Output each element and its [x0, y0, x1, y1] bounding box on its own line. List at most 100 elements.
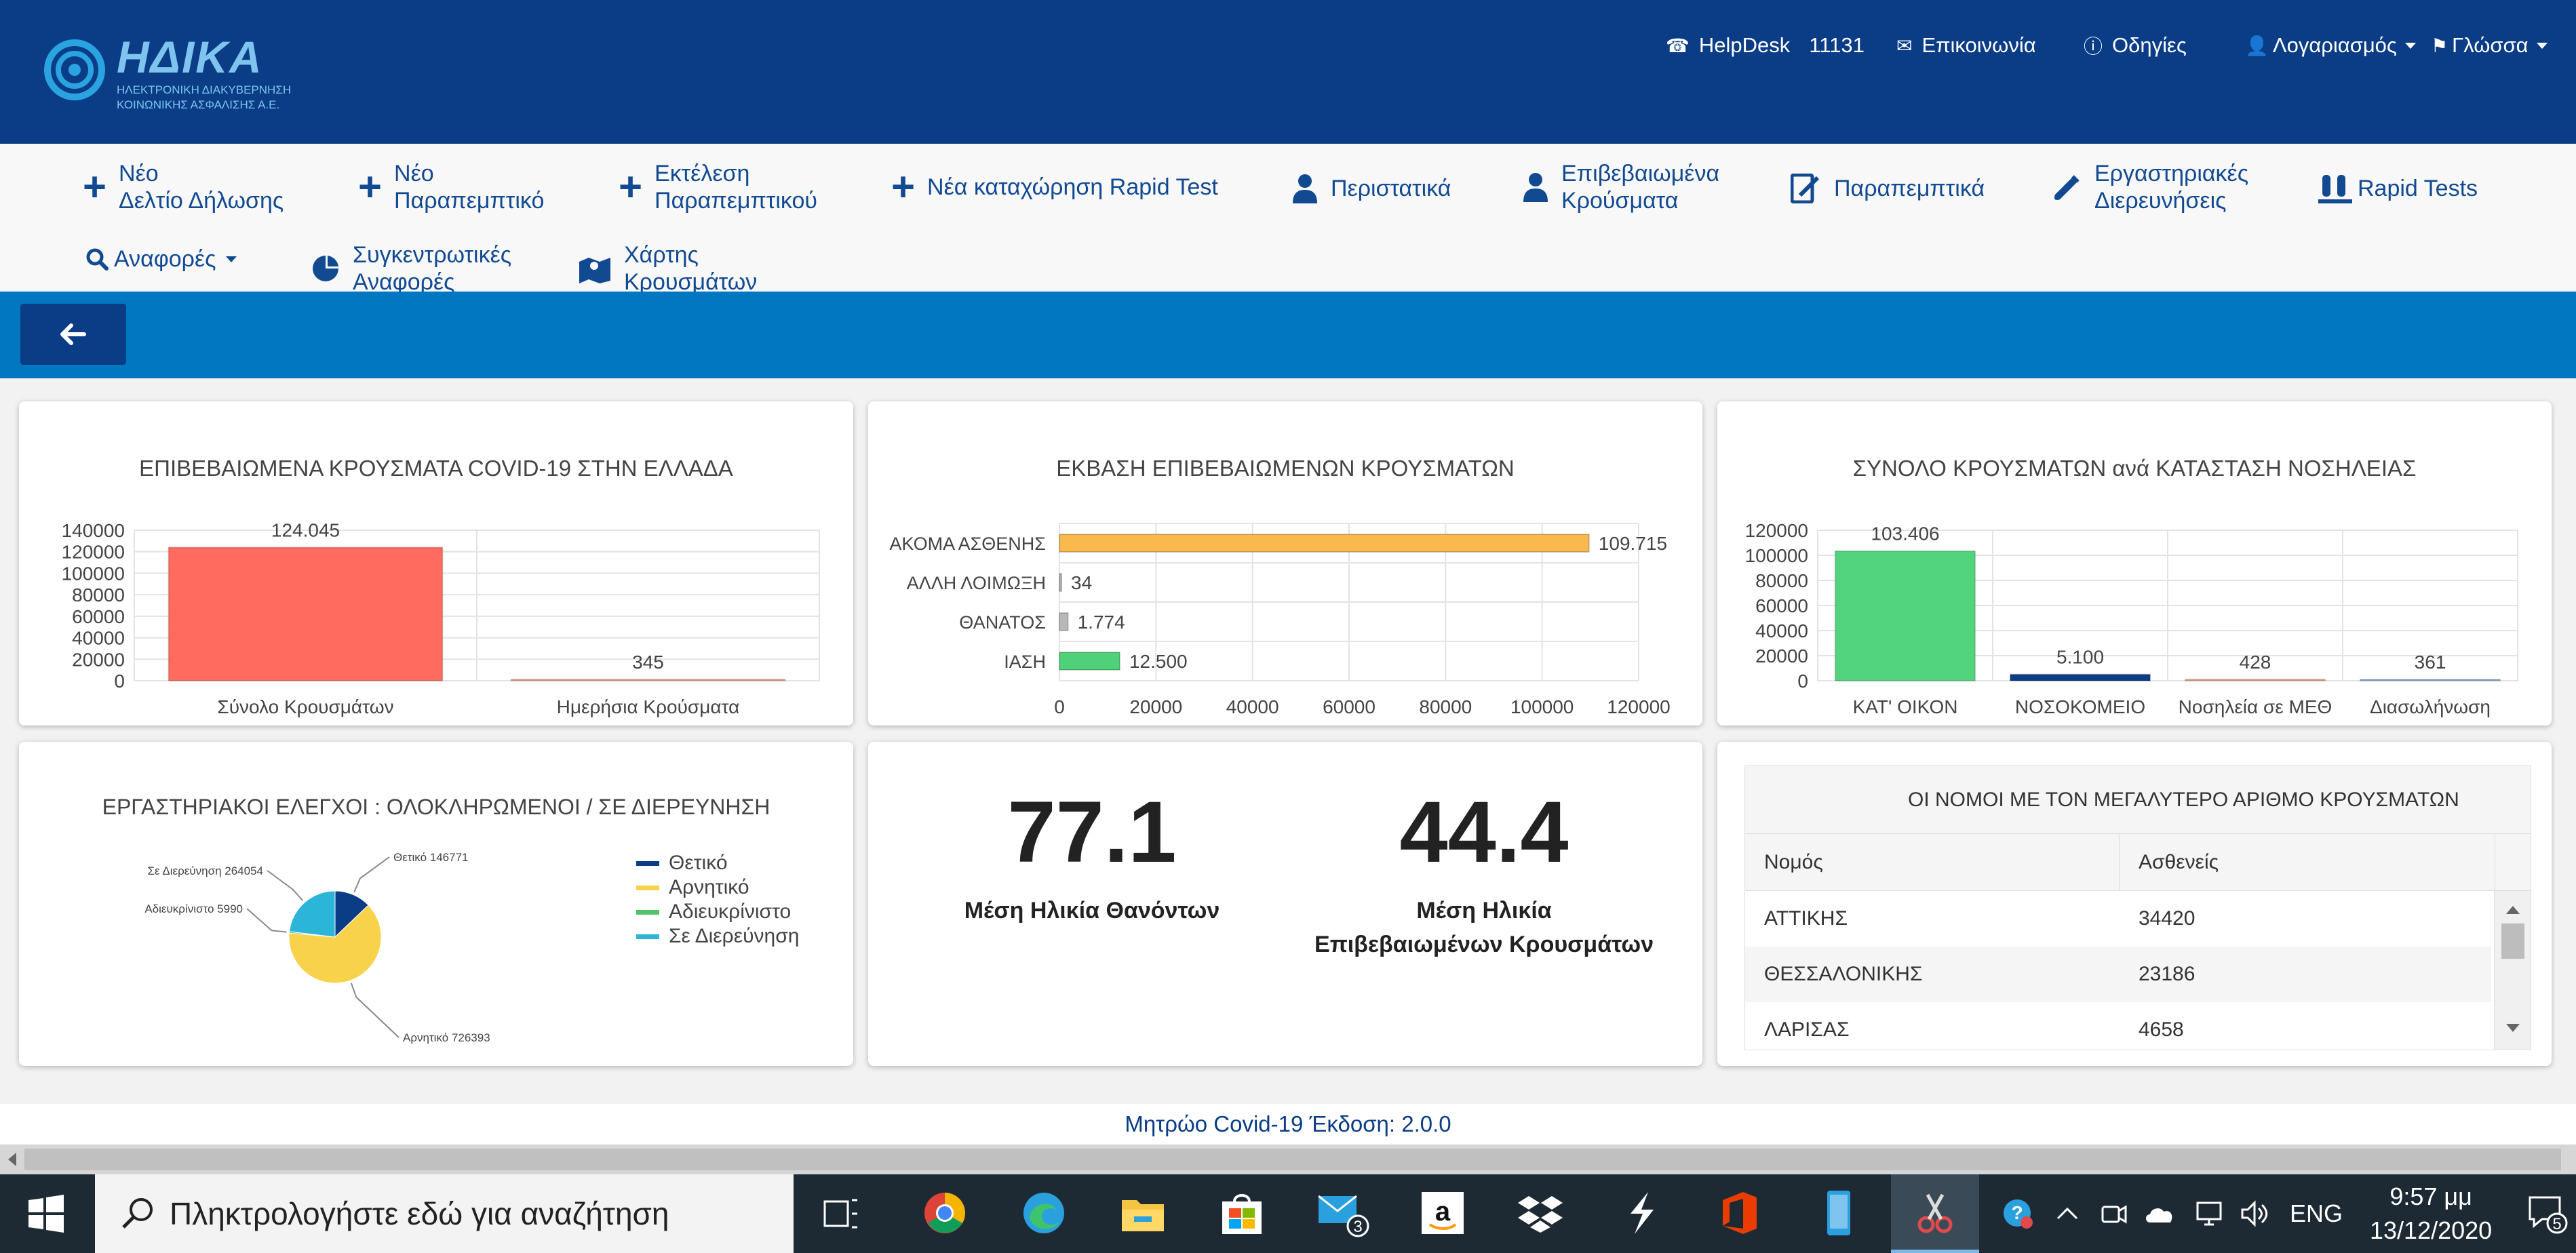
scroll-down-icon — [2506, 1024, 2520, 1032]
y-tick-label: 0 — [1797, 671, 1808, 692]
table-scrollbar[interactable] — [2494, 891, 2531, 1050]
chart-title: ΕΡΓΑΣΤΗΡΙΑΚΟΙ ΕΛΕΓΧΟΙ : ΟΛΟΚΛΗΡΩΜΕΝΟΙ / … — [102, 795, 770, 819]
scroll-left-icon[interactable] — [3, 1145, 23, 1174]
menu-label: Αναφορές — [114, 246, 216, 272]
avg-age-confirmed-value: 44.4 — [1399, 784, 1569, 881]
x-tick-label: 80000 — [1419, 696, 1472, 717]
vials-icon — [2318, 174, 2352, 203]
table-row[interactable]: ΛΑΡΙΣΑΣ 4658 — [1745, 1002, 2491, 1050]
mail-icon[interactable]: 3 — [1316, 1191, 1370, 1238]
horizontal-scrollbar[interactable] — [0, 1145, 2576, 1174]
y-tick-label: 100000 — [1745, 545, 1808, 566]
input-language[interactable]: ENG — [2290, 1199, 2343, 1227]
dropbox-icon[interactable] — [1517, 1193, 1564, 1234]
y-tick-label: 40000 — [72, 628, 125, 649]
file-explorer-icon[interactable] — [1120, 1193, 1165, 1234]
menu-execute-referral[interactable]: + Εκτέλεση Παραπεμπτικού — [619, 160, 817, 214]
slice-label: Θετικό 146771 — [393, 851, 469, 864]
windows-start-icon[interactable] — [26, 1193, 66, 1234]
outcome-chart: 0 20000 40000 60000 80000 100000 120000 109.715… — [889, 523, 1671, 717]
scroll-thumb[interactable] — [24, 1149, 2561, 1170]
leader-line — [267, 870, 303, 901]
language-dropdown[interactable]: ⚑ Γλώσσα — [2431, 30, 2548, 61]
windows-taskbar: Πληκτρολογήστε εδώ για αναζήτηση 3 a ? E… — [0, 1174, 2576, 1253]
instructions-label: Οδηγίες — [2112, 33, 2187, 57]
back-button[interactable] — [20, 304, 126, 365]
menu-lab-investigations[interactable]: Εργαστηριακές Διερευνήσεις — [2052, 160, 2248, 214]
slice-label: Αδιευκρίνιστο 5990 — [144, 902, 243, 915]
taskbar-search[interactable]: Πληκτρολογήστε εδώ για αναζήτηση — [95, 1174, 794, 1253]
bar — [1059, 573, 1062, 592]
y-tick-label: ΑΚΟΜΑ ΑΣΘΕΝΗΣ — [889, 534, 1046, 554]
map-marked-icon — [578, 254, 612, 283]
flag-icon: ⚑ — [2431, 35, 2448, 56]
menu-reports-dropdown[interactable]: Αναφορές — [85, 245, 237, 273]
label-line: Επιβεβαιωμένων Κρουσμάτων — [1314, 932, 1654, 957]
system-tray: ? ENG 9:57 μμ 13/12/2020 5 — [2001, 1174, 2569, 1253]
chevron-down-icon — [2404, 42, 2416, 49]
pie-slice — [288, 890, 336, 938]
menu-label: Rapid Tests — [2358, 176, 2478, 201]
store-icon[interactable] — [1219, 1191, 1264, 1235]
help-icon[interactable]: ? — [2001, 1197, 2035, 1231]
onedrive-icon[interactable] — [2143, 1202, 2176, 1225]
menu-referrals[interactable]: Παραπεμπτικά — [1791, 174, 1985, 203]
scroll-up-icon — [2506, 906, 2520, 914]
column-header-prefecture[interactable]: Νομός — [1764, 851, 1823, 873]
menu-label: Παραπεμπτικά — [1834, 176, 1985, 201]
office-icon[interactable] — [1719, 1191, 1759, 1235]
data-label: 103.406 — [1871, 523, 1939, 544]
x-tick-label: ΝΟΣΟΚΟΜΕΙΟ — [2015, 696, 2145, 717]
task-view-icon[interactable] — [822, 1195, 860, 1233]
y-tick-label: 40000 — [1755, 620, 1808, 641]
table-row[interactable]: ΘΕΣΣΑΛΟΝΙΚΗΣ 23186 — [1745, 947, 2491, 1002]
helpdesk-link[interactable]: ☎ HelpDesk 11131 — [1666, 30, 1865, 61]
menu-new-rapid-test[interactable]: + Νέα καταχώρηση Rapid Test — [891, 167, 1218, 207]
edge-icon[interactable] — [1021, 1191, 1066, 1235]
phone-icon: ☎ — [1666, 35, 1690, 56]
slice-label: Αρνητικό 726393 — [403, 1031, 490, 1044]
legend-label: Αδιευκρίνιστο — [669, 900, 791, 923]
menu-new-referral[interactable]: + Νέο Παραπεμπτικό — [358, 160, 544, 214]
network-icon[interactable] — [2192, 1200, 2223, 1227]
account-label: Λογαριασμός — [2272, 33, 2397, 57]
account-dropdown[interactable]: 👤 Λογαριασμός — [2245, 30, 2416, 61]
notifications-icon[interactable]: 5 — [2526, 1192, 2569, 1235]
leader-line — [353, 856, 390, 893]
contact-link[interactable]: ✉ Επικοινωνία — [1896, 30, 2036, 61]
menu-confirmed-cases[interactable]: Επιβεβαιωμένα Κρούσματα — [1522, 160, 1719, 214]
user-doctor-icon — [1291, 174, 1319, 203]
menu-summary-reports[interactable]: Συγκεντρωτικές Αναφορές — [311, 241, 511, 292]
menu-label: Νέο — [119, 161, 159, 186]
y-tick-label: ΑΛΛΗ ΛΟΙΜΩΞΗ — [907, 573, 1046, 593]
bar — [2009, 673, 2151, 682]
legend-swatch — [636, 934, 659, 939]
prefecture-name: ΛΑΡΙΣΑΣ — [1764, 1018, 1850, 1041]
user-doctor-icon — [1522, 172, 1549, 202]
menu-incidents[interactable]: Περιστατικά — [1291, 174, 1451, 203]
clock[interactable]: 9:57 μμ 13/12/2020 — [2370, 1180, 2492, 1248]
logo-subtitle: ΗΛΕΚΤΡΟΝΙΚΗ ΔΙΑΚΥΒΕΡΝΗΣΗ ΚΟΙΝΩΝΙΚΗΣ ΑΣΦΑ… — [117, 83, 292, 111]
menu-cases-map[interactable]: Χάρτης Κρουσμάτων — [578, 241, 757, 292]
snipping-tool-taskbar-item[interactable] — [1891, 1174, 1979, 1253]
chevron-up-icon[interactable] — [2054, 1204, 2081, 1224]
menu-rapid-tests[interactable]: Rapid Tests — [2318, 174, 2478, 203]
helpdesk-number: 11131 — [1809, 33, 1865, 57]
x-tick-label: Σύνολο Κρουσμάτων — [217, 696, 393, 717]
snipping-tool-icon — [1917, 1193, 1953, 1233]
data-label: 5.100 — [2056, 647, 2104, 668]
idika-logo[interactable]: ΗΔΙΚΑ ΗΛΕΚΤΡΟΝΙΚΗ ΔΙΑΚΥΒΕΡΝΗΣΗ ΚΟΙΝΩΝΙΚΗ… — [41, 27, 291, 115]
app-s-icon[interactable] — [1621, 1191, 1662, 1235]
y-tick-label: 120000 — [62, 542, 125, 563]
volume-icon[interactable] — [2240, 1200, 2271, 1227]
menu-new-declaration[interactable]: + Νέο Δελτίο Δήλωσης — [83, 160, 284, 214]
chrome-icon[interactable] — [922, 1191, 967, 1235]
meet-now-icon[interactable] — [2100, 1200, 2127, 1227]
user-icon: 👤 — [2245, 35, 2269, 56]
amazon-icon[interactable]: a — [1420, 1191, 1465, 1235]
table-row[interactable]: ΑΤΤΙΚΗΣ 34420 — [1745, 891, 2491, 947]
svg-text:?: ? — [2011, 1202, 2023, 1223]
instructions-link[interactable]: ⓘ Οδηγίες — [2084, 30, 2187, 61]
column-header-patients[interactable]: Ασθενείς — [2139, 851, 2219, 873]
phone-app-icon[interactable] — [1822, 1189, 1856, 1237]
